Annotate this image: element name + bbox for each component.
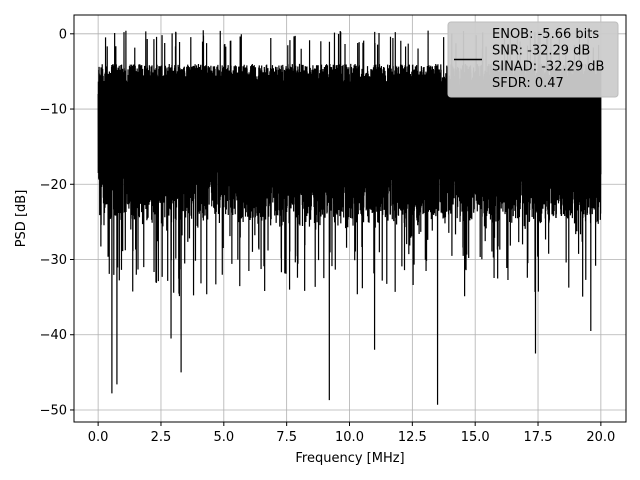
- x-tick-label: 15.0: [461, 430, 490, 445]
- x-tick-label: 17.5: [524, 430, 553, 445]
- series-psd: [97, 30, 602, 405]
- legend-entry: ENOB: -5.66 bits: [492, 27, 599, 42]
- y-tick-label: −30: [40, 253, 67, 268]
- legend-entry: SFDR: 0.47: [492, 76, 564, 91]
- y-tick-label: −40: [40, 328, 67, 343]
- legend-entry: SNR: -32.29 dB: [492, 43, 590, 58]
- axis-ticks: 0.0 2.5 5.0 7.5 10.0 12.5 15.0 17.5 20.0 0 −10 −20 −…: [40, 27, 616, 445]
- x-tick-label: 2.5: [151, 430, 172, 445]
- y-axis-label: PSD [dB]: [14, 190, 29, 248]
- x-tick-label: 5.0: [213, 430, 234, 445]
- legend-box: [447, 21, 619, 98]
- y-tick-label: −10: [40, 103, 67, 118]
- y-tick-label: −20: [40, 178, 67, 193]
- x-tick-label: 20.0: [586, 430, 615, 445]
- series-line: [97, 30, 602, 405]
- y-tick-label: −50: [40, 403, 67, 418]
- legend-entry: SINAD: -32.29 dB: [492, 60, 604, 75]
- y-tick-label: 0: [59, 27, 67, 42]
- x-tick-label: 7.5: [276, 430, 297, 445]
- x-tick-label: 12.5: [398, 430, 427, 445]
- x-axis-label: Frequency [MHz]: [295, 451, 404, 466]
- x-tick-label: 10.0: [335, 430, 364, 445]
- plot-frame: [73, 14, 627, 423]
- x-tick-label: 0.0: [88, 430, 109, 445]
